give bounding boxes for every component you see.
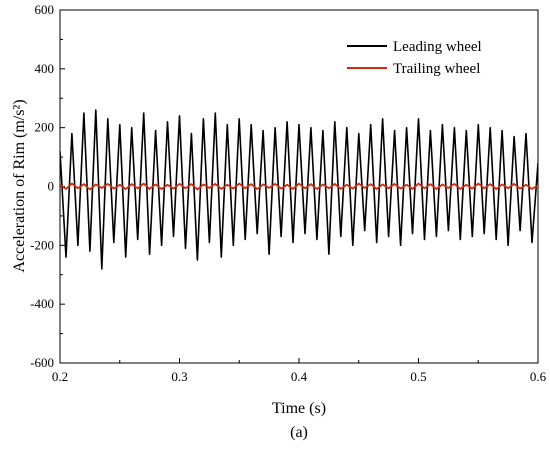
x-tick-label: 0.4 [291, 369, 308, 384]
x-tick-label: 0.5 [410, 369, 426, 384]
y-tick-label: 0 [48, 179, 55, 194]
y-tick-label: -200 [30, 237, 54, 252]
legend-label-trailing: Trailing wheel [393, 61, 480, 77]
y-tick-label: -400 [30, 296, 54, 311]
x-axis: 0.2 0.3 0.4 0.5 0.6 [52, 358, 547, 384]
x-axis-label: Time (s) [272, 400, 326, 417]
x-tick-label: 0.6 [530, 369, 547, 384]
x-tick-label: 0.2 [52, 369, 68, 384]
y-axis-label: Acceleration of Rim (m/s²) [11, 99, 28, 272]
y-tick-label: 600 [35, 2, 55, 17]
series-line-leading-wheel [60, 109, 538, 270]
y-tick-label: 400 [35, 61, 55, 76]
series-line-trailing-wheel [60, 182, 538, 191]
y-tick-label: 200 [35, 120, 55, 135]
panel-label: (a) [290, 424, 308, 441]
y-tick-label: -600 [30, 355, 54, 370]
legend: Leading wheel Trailing wheel [347, 39, 482, 77]
series-layer [60, 109, 538, 270]
legend-label-leading: Leading wheel [393, 39, 482, 55]
x-tick-label: 0.3 [171, 369, 187, 384]
